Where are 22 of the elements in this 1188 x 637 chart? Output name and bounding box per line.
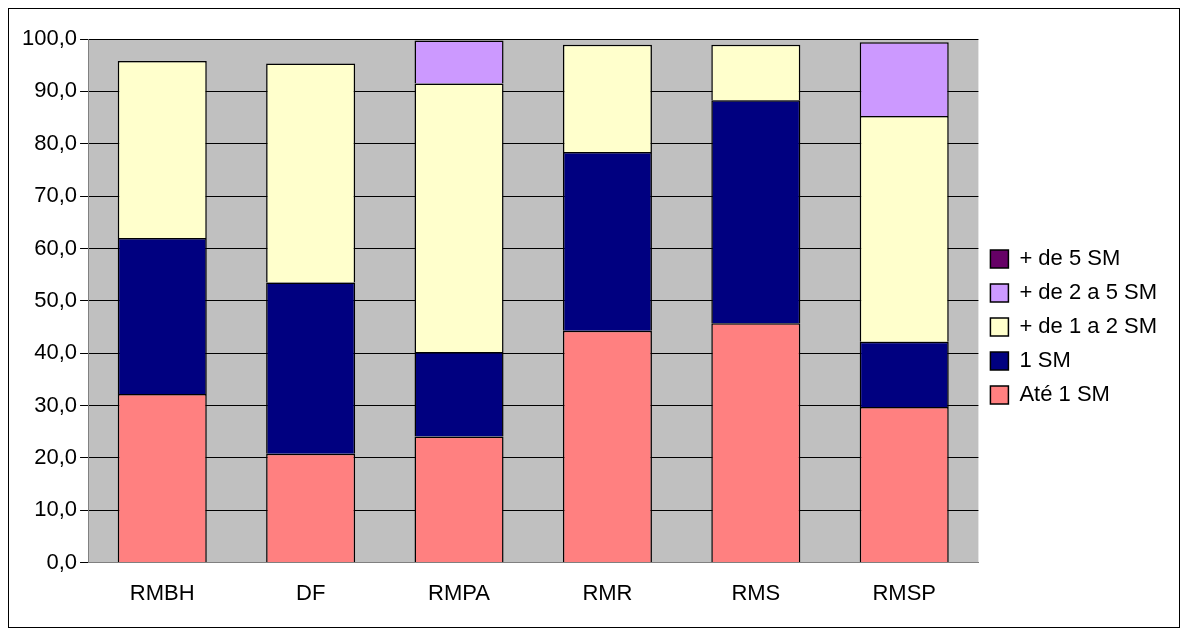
y-tick-label: 90,0 (34, 77, 78, 103)
y-tick-label: 50,0 (34, 286, 78, 312)
x-tick-label: RMPA (428, 579, 491, 605)
legend-label: + de 1 a 2 SM (1019, 313, 1158, 339)
legend-label: + de 5 SM (1019, 245, 1121, 271)
y-tick-label: 0,0 (46, 548, 78, 574)
y-tick-label: 60,0 (34, 234, 78, 260)
legend-label: + de 2 a 5 SM (1019, 279, 1158, 305)
legend-label: 1 SM (1019, 347, 1071, 373)
y-tick-label: 70,0 (34, 182, 78, 208)
y-tick-label: 80,0 (34, 129, 78, 155)
x-tick-label: RMR (582, 579, 633, 605)
x-tick-label: DF (295, 579, 326, 605)
x-tick-label: RMSP (872, 579, 936, 605)
y-tick-label: 30,0 (34, 391, 78, 417)
x-tick-label: RMS (731, 579, 781, 605)
y-tick-label: 10,0 (34, 496, 78, 522)
y-tick-label: 100,0 (21, 25, 78, 51)
x-tick-label: RMBH (129, 579, 195, 605)
y-tick-label: 20,0 (34, 443, 78, 469)
y-tick-label: 40,0 (34, 339, 78, 365)
legend-label: Até 1 SM (1019, 381, 1110, 407)
